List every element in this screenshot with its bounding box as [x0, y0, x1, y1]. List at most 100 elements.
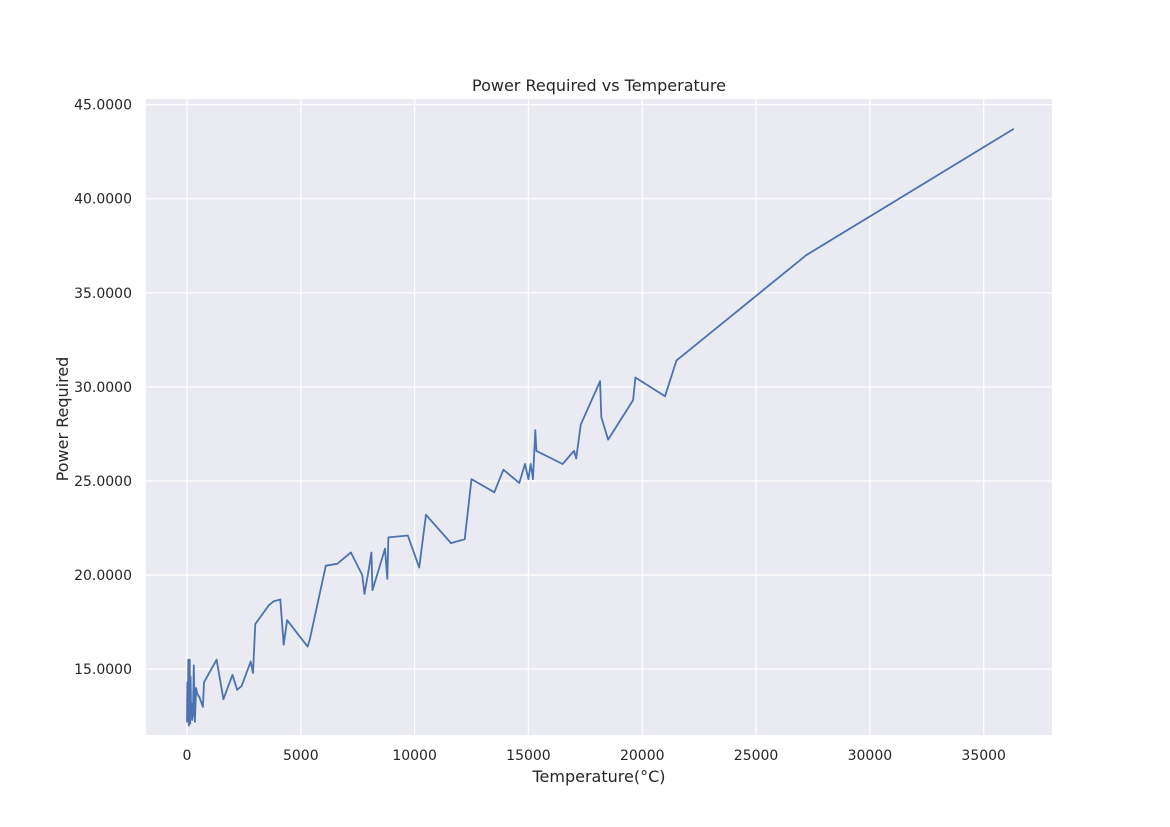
y-tick-label: 35.0000	[74, 286, 132, 302]
data-point	[386, 578, 389, 580]
y-tick-label: 45.0000	[74, 98, 132, 114]
y-tick-label: 30.0000	[74, 380, 132, 396]
data-point	[470, 478, 473, 480]
data-point	[580, 423, 582, 426]
data-point	[350, 551, 352, 554]
data-point	[336, 563, 339, 565]
data-point	[675, 359, 678, 362]
data-point	[368, 566, 370, 569]
data-point	[236, 689, 238, 691]
y-axis-label: Power Required	[53, 357, 72, 482]
data-point	[463, 538, 466, 541]
y-tick-label: 25.0000	[74, 474, 132, 490]
data-point	[493, 491, 496, 494]
y-tick-label: 40.0000	[74, 192, 132, 208]
data-point	[249, 660, 252, 663]
x-tick-label: 20000	[620, 748, 665, 764]
chart-title: Power Required vs Temperature	[472, 76, 726, 95]
data-point	[534, 429, 537, 432]
plot-area	[146, 99, 1052, 735]
data-point	[193, 664, 195, 667]
data-point	[425, 514, 427, 516]
data-point	[254, 623, 257, 625]
x-gridlines	[186, 99, 985, 735]
data-point	[805, 254, 807, 256]
x-tick-label: 10000	[392, 748, 437, 764]
x-axis-label: Temperature(°C)	[531, 767, 665, 786]
data-point	[634, 376, 637, 379]
y-tick-labels: 15.0000 20.0000 25.0000 30.0000 35.0000 40.00…	[74, 98, 132, 678]
data-point	[371, 589, 374, 591]
data-point	[561, 463, 564, 465]
data-point	[418, 566, 421, 569]
data-point	[1012, 128, 1015, 130]
y-tick-label: 20.0000	[74, 568, 132, 584]
data-point	[535, 450, 538, 452]
data-point	[363, 593, 366, 595]
data-point	[600, 416, 603, 418]
data-point	[189, 675, 192, 678]
data-point	[252, 672, 254, 674]
data-point	[286, 619, 288, 621]
data-point	[188, 658, 191, 661]
data-point	[529, 463, 532, 465]
data-point	[215, 658, 218, 661]
data-point	[309, 638, 311, 640]
data-point	[186, 681, 189, 684]
y-tick-label: 15.0000	[74, 662, 132, 678]
data-point	[187, 707, 189, 710]
data-point	[191, 719, 193, 721]
data-point	[231, 674, 234, 676]
data-point	[190, 715, 192, 717]
data-point	[664, 395, 666, 398]
data-point	[573, 450, 575, 452]
data-point	[325, 564, 327, 567]
series-line	[186, 128, 1014, 727]
data-point	[407, 534, 409, 537]
x-tick-label: 0	[183, 748, 192, 764]
x-tick-label: 30000	[848, 748, 893, 764]
data-point	[607, 438, 609, 441]
data-point	[198, 696, 201, 699]
data-point	[188, 724, 190, 727]
data-point	[599, 380, 601, 383]
data-point	[194, 721, 196, 723]
data-point	[524, 463, 526, 465]
data-point	[196, 692, 198, 695]
data-point	[527, 478, 530, 480]
x-tick-label: 15000	[506, 748, 551, 764]
x-tick-label: 25000	[734, 748, 779, 764]
data-point	[370, 551, 373, 554]
data-point	[187, 658, 190, 661]
data-point	[188, 696, 191, 699]
y-gridlines	[146, 103, 1052, 670]
data-point	[632, 399, 634, 401]
data-point	[279, 598, 282, 601]
data-point	[387, 536, 390, 539]
data-point	[186, 721, 188, 723]
data-point	[222, 698, 225, 700]
data-point	[189, 722, 191, 725]
x-tick-label: 35000	[961, 748, 1006, 764]
data-points	[186, 128, 1015, 727]
data-point	[268, 604, 270, 606]
data-point	[282, 643, 285, 646]
x-tick-labels: 0 5000 10000 15000 20000 25000 30000 35000	[183, 748, 1006, 764]
data-point	[203, 681, 205, 684]
data-point	[272, 600, 275, 603]
data-point	[518, 482, 521, 484]
data-point	[240, 685, 243, 687]
data-point	[306, 645, 309, 648]
data-point	[190, 702, 193, 704]
data-point	[575, 457, 577, 460]
data-point	[202, 706, 204, 708]
data-point	[502, 468, 505, 471]
data-point	[361, 574, 364, 576]
x-tick-label: 5000	[283, 748, 319, 764]
data-point	[384, 547, 386, 550]
data-point	[532, 478, 534, 480]
data-point	[192, 715, 194, 717]
data-point	[450, 542, 452, 544]
data-point	[195, 687, 197, 689]
